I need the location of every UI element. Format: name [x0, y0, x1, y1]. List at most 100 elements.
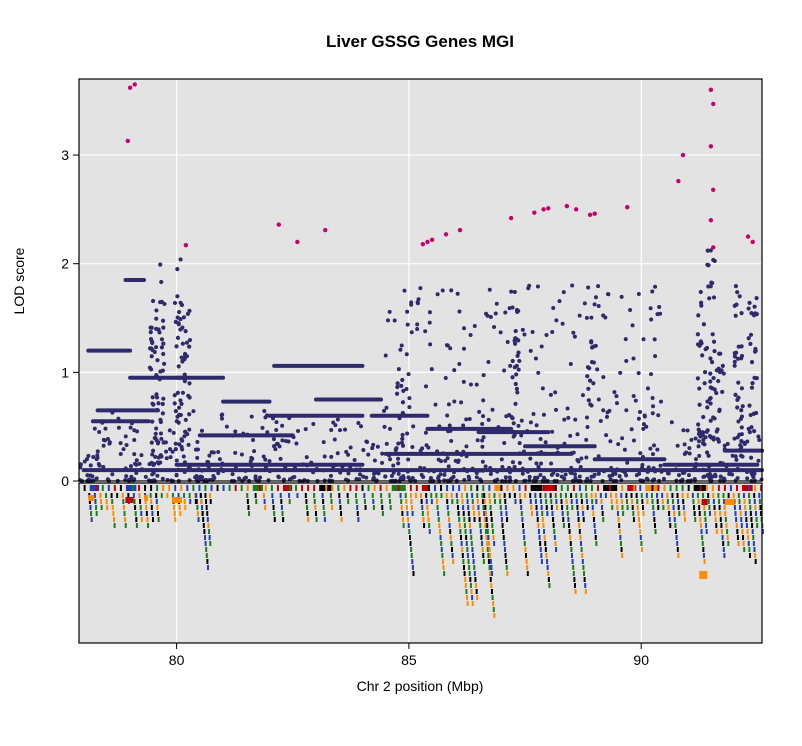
lod-point: [134, 462, 139, 467]
lod-point: [382, 408, 387, 413]
gene-mark: [197, 517, 200, 522]
gene-mark: [524, 547, 527, 552]
gene-mark: [630, 493, 633, 498]
gene-mark: [196, 511, 199, 516]
gene-mark: [734, 511, 737, 516]
lod-point: [423, 384, 428, 389]
gene-mark: [206, 511, 209, 516]
gene-mark: [545, 505, 548, 510]
lod-point: [443, 458, 448, 463]
gene-mark: [428, 529, 431, 534]
lod-point: [160, 476, 165, 481]
gene-mark: [519, 499, 522, 504]
lod-point: [407, 478, 412, 483]
lod-point-highlight: [592, 211, 597, 216]
gene-mark: [461, 553, 464, 558]
gene-mark: [406, 511, 409, 516]
lod-point: [180, 325, 185, 330]
gene-mark: [483, 511, 486, 516]
gene-mark: [112, 517, 115, 522]
gene-block: [621, 485, 624, 491]
lod-point: [348, 445, 353, 450]
gene-mark: [604, 493, 607, 498]
gene-block: [687, 485, 690, 491]
gene-mark: [428, 523, 431, 528]
gene-mark: [653, 523, 656, 528]
lod-point: [649, 372, 654, 377]
gene-mark: [133, 499, 136, 504]
lod-point-highlight: [573, 207, 579, 212]
gene-block: [240, 485, 243, 491]
lod-point-highlight: [295, 239, 300, 245]
lod-point: [419, 472, 424, 477]
lod-point: [510, 460, 516, 465]
gene-mark: [462, 511, 465, 516]
lod-point: [467, 476, 472, 481]
gene-mark: [132, 493, 135, 498]
gene-mark: [437, 511, 440, 516]
gene-mark: [405, 499, 408, 504]
lod-point: [387, 309, 392, 314]
lod-point: [733, 284, 739, 289]
lod-point: [448, 346, 453, 351]
gene-block: [192, 485, 195, 491]
gene-mark: [196, 505, 199, 510]
lod-point: [173, 408, 178, 414]
gene-mark: [580, 547, 583, 552]
lod-point: [536, 370, 541, 375]
lod-point: [734, 302, 739, 307]
lod-point: [446, 429, 451, 434]
gene-mark: [562, 517, 565, 522]
lod-point: [216, 471, 221, 476]
gene-mark: [476, 493, 479, 498]
gene-mark: [482, 553, 485, 558]
lod-point: [577, 474, 582, 479]
lod-point: [573, 475, 578, 480]
lod-point: [394, 391, 400, 396]
lod-point: [400, 436, 405, 441]
lod-point: [535, 284, 540, 289]
lod-point: [748, 332, 754, 337]
lod-point: [182, 379, 187, 384]
lod-point-highlight: [532, 210, 537, 215]
lod-point: [191, 409, 196, 414]
lod-point: [572, 334, 577, 339]
lod-point: [570, 283, 575, 288]
gene-mark: [248, 511, 251, 516]
lod-point: [722, 443, 727, 448]
gene-mark: [202, 523, 205, 528]
gene-mark: [611, 505, 614, 510]
gene-mark: [140, 511, 143, 516]
lod-point: [396, 367, 401, 372]
gene-block: [89, 485, 100, 491]
lod-point: [687, 446, 692, 451]
lod-point: [178, 412, 183, 418]
gene-block: [264, 485, 267, 491]
gene-mark: [481, 541, 484, 546]
gene-mark: [492, 601, 495, 606]
gene-mark: [479, 523, 482, 528]
gene-block: [566, 485, 569, 491]
lod-point: [711, 435, 716, 440]
gene-mark: [506, 571, 509, 576]
lod-point: [448, 477, 453, 482]
gene-mark: [282, 517, 285, 522]
gene-block: [591, 485, 594, 491]
gene-block: [379, 485, 382, 491]
lod-point: [749, 455, 754, 460]
gene-mark: [482, 505, 485, 510]
lod-point: [179, 437, 184, 442]
lod-point: [707, 434, 712, 439]
gene-mark: [754, 511, 757, 516]
lod-point: [578, 465, 583, 470]
gene-mark: [591, 505, 594, 510]
lod-point: [718, 351, 723, 356]
gene-mark: [617, 517, 620, 522]
lod-point: [160, 368, 165, 373]
lod-point: [442, 478, 447, 483]
lod-point: [123, 434, 128, 439]
gene-mark: [713, 505, 716, 510]
lod-point: [585, 424, 590, 429]
lod-point: [732, 363, 737, 368]
lod-point: [738, 416, 743, 421]
